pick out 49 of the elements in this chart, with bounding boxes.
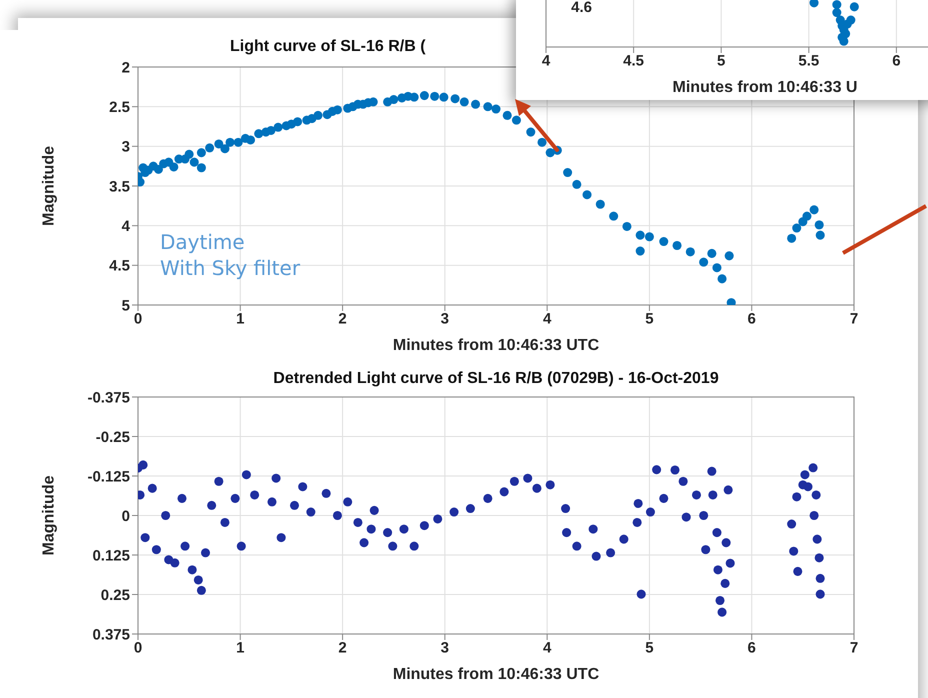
annotation: Daytime (160, 230, 245, 254)
x-tick-label: 7 (850, 310, 858, 328)
y-tick-label: 0.125 (92, 547, 130, 564)
y-tick-label: 0 (122, 508, 130, 525)
x-tick-label: 5 (645, 310, 654, 328)
y-tick-label: 4.5 (109, 258, 130, 275)
x-tick-label: 3 (440, 310, 450, 328)
x-tick-label: 5 (645, 640, 654, 657)
y-tick-label: 0.25 (100, 586, 130, 604)
annotation: 4.6 (570, 0, 592, 16)
y-tick-label: 5 (122, 297, 130, 314)
y-axis-title: Magnitude (40, 475, 58, 556)
point (850, 2, 859, 12)
y-axis-title: Magnitude (40, 146, 58, 226)
y-tick-label: -0.375 (87, 389, 130, 406)
x-tick-label: 6 (748, 640, 756, 657)
x-axis-title: Minutes from 10:46:33 UTC (392, 666, 600, 683)
x-tick-label: 0 (134, 640, 142, 657)
point (810, 0, 819, 8)
y-tick-label: 3 (122, 138, 130, 156)
x-tick-label: 4 (542, 310, 552, 328)
y-tick-label: -0.25 (96, 428, 130, 446)
x-tick-label: 2 (338, 640, 347, 657)
x-tick-label: 4 (542, 640, 552, 657)
x-tick-label: 3 (440, 640, 450, 657)
point (832, 8, 842, 18)
annotation: With Sky filter (160, 256, 300, 280)
x-tick-label: 1 (236, 640, 244, 657)
y-tick-label: 4 (122, 218, 131, 235)
y-tick-label: 0.375 (92, 626, 130, 644)
x-tick-label: 5 (717, 52, 726, 70)
x-tick-label: 5.5 (798, 52, 820, 70)
x-tick-label: 2 (338, 310, 347, 328)
point (846, 16, 856, 25)
x-tick-label: 0 (134, 310, 142, 328)
x-axis-title: Minutes from 10:46:33 U (672, 79, 858, 96)
x-tick-label: 6 (748, 310, 756, 328)
y-tick-label: 2.5 (109, 98, 130, 116)
point (832, 0, 842, 10)
y-tick-label: -0.125 (87, 468, 130, 486)
y-tick-label: 3.5 (109, 178, 130, 196)
chart-title: Light curve of SL-16 R/B ( (230, 38, 426, 56)
x-axis-title: Minutes from 10:46:33 UTC (392, 337, 600, 354)
x-tick-label: 6 (892, 52, 901, 70)
chart-title: Detrended Light curve of SL-16 R/B (07029B) - 16-Oct-2019 (272, 370, 720, 388)
x-tick-label: 4 (542, 52, 551, 70)
x-tick-label: 4.5 (623, 52, 644, 70)
x-tick-label: 7 (850, 640, 858, 657)
x-tick-label: 1 (236, 310, 244, 328)
